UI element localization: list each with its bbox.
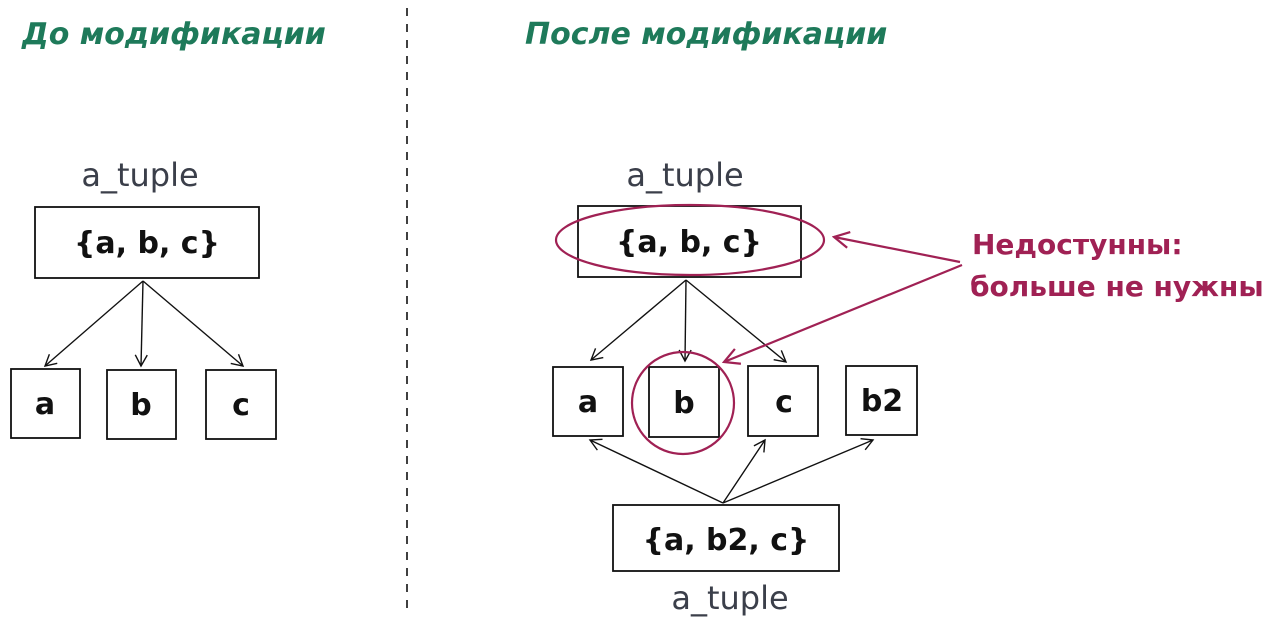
- after-leaf-box-b: [648, 366, 720, 438]
- after-new-tuple-box: [612, 504, 840, 572]
- after-new-arrow-b2: [722, 438, 875, 504]
- annotation-arrow-to-tuple: [834, 237, 961, 264]
- after-old-tuple-text: {a, b, c}: [616, 225, 762, 260]
- title-before: До модификации: [21, 17, 326, 52]
- after-new-tuple-text: {a, b2, c}: [643, 523, 810, 558]
- after-new-var-label: a_tuple: [671, 579, 788, 617]
- before-leaf-text-c: c: [232, 388, 250, 423]
- before-leaf-text-b: b: [130, 388, 151, 423]
- before-arrow-c: [142, 280, 245, 367]
- after-leaf-text-c: c: [775, 385, 793, 420]
- annotation-arrow-to-b: [724, 263, 963, 362]
- before-leaf-box-a: [10, 368, 81, 439]
- after-leaf-box-c: [747, 365, 819, 437]
- before-var-label: a_tuple: [81, 156, 198, 194]
- after-leaf-text-b2: b2: [861, 384, 903, 419]
- after-leaf-box-a: [552, 366, 624, 437]
- unreachable-b-circle: [630, 350, 736, 456]
- before-arrow-b: [134, 280, 148, 368]
- before-leaf-text-a: a: [35, 387, 55, 422]
- unreachable-tuple-circle: [554, 203, 826, 277]
- before-arrow-a: [43, 280, 144, 367]
- after-old-arrow-c: [685, 279, 788, 363]
- before-leaf-box-b: [106, 369, 177, 440]
- after-leaf-text-a: a: [578, 385, 598, 420]
- after-new-arrow-c: [722, 438, 766, 504]
- after-leaf-box-b2: [845, 365, 918, 436]
- before-tuple-box: [34, 206, 260, 279]
- after-old-var-label: a_tuple: [626, 156, 743, 194]
- annotation-line2: больше не нужны: [970, 270, 1264, 303]
- after-leaf-text-b: b: [673, 386, 694, 421]
- after-new-arrow-a: [588, 438, 724, 504]
- after-old-arrow-a: [589, 279, 687, 361]
- before-tuple-text: {a, b, c}: [74, 226, 220, 261]
- before-leaf-box-c: [205, 369, 277, 440]
- after-old-arrow-b: [678, 279, 692, 363]
- annotation-line1: Недостунны:: [972, 228, 1183, 261]
- title-after: После модификации: [525, 17, 887, 52]
